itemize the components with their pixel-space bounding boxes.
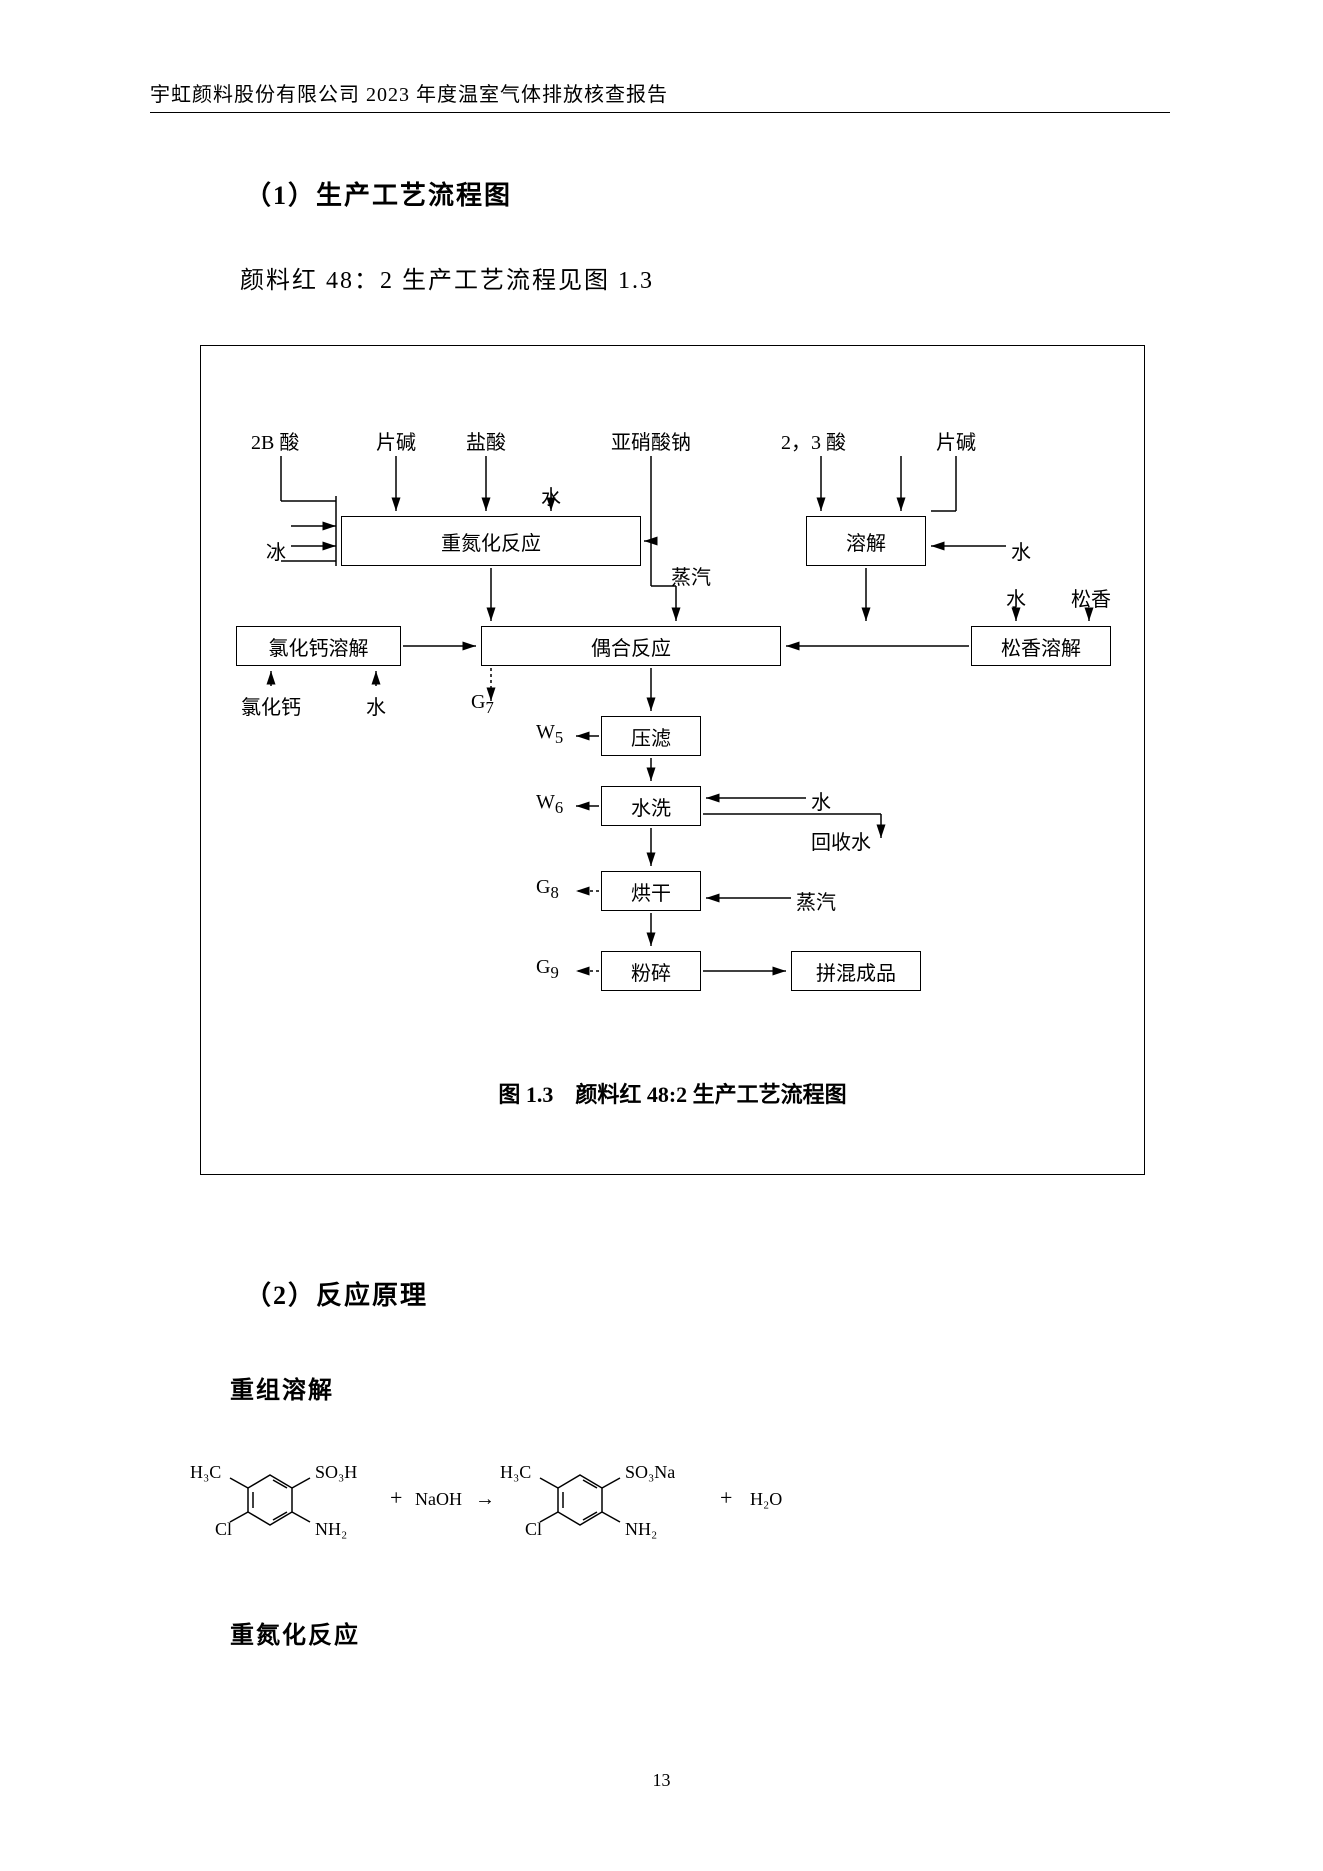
chem-naoh: NaOH (415, 1489, 462, 1509)
chem-h2o: H₂O (750, 1489, 782, 1509)
section2-title: （2）反应原理 (245, 1275, 428, 1312)
chem-plus-2: + (720, 1485, 732, 1510)
chem-plus-1: + (390, 1485, 402, 1510)
section1-title: （1）生产工艺流程图 (245, 175, 512, 212)
chem-arrow: → (475, 1488, 495, 1510)
figure-caption: 图 1.3 颜料红 48:2 生产工艺流程图 (201, 1077, 1144, 1109)
flowchart-arrows (201, 346, 1146, 1106)
chem-h3c-2: H₃C (500, 1462, 531, 1482)
chem-nh2-1: NH₂ (315, 1519, 347, 1539)
chem-h3c-1: H₃C (190, 1462, 221, 1482)
chemical-equation-1: H₃C Cl SO₃H NH₂ + NaOH → H₃C Cl SO₃Na NH… (180, 1450, 980, 1565)
subsection-dissolve: 重组溶解 (230, 1370, 334, 1405)
chem-so3h: SO₃H (315, 1462, 357, 1482)
chem-so3na: SO₃Na (625, 1462, 675, 1482)
section1-subtitle: 颜料红 48：2 生产工艺流程见图 1.3 (240, 260, 654, 295)
chem-cl-1: Cl (215, 1519, 232, 1539)
subsection-diazo: 重氮化反应 (230, 1615, 360, 1650)
header-line (150, 112, 1170, 113)
flowchart-container: 2B 酸 片碱 盐酸 亚硝酸钠 水 冰 2，3 酸 片碱 水 水 松香 蒸汽 氯… (200, 345, 1145, 1175)
chem-nh2-2: NH₂ (625, 1519, 657, 1539)
page-number: 13 (0, 1770, 1323, 1791)
chem-cl-2: Cl (525, 1519, 542, 1539)
header-text: 宇虹颜料股份有限公司 2023 年度温室气体排放核查报告 (150, 78, 668, 107)
